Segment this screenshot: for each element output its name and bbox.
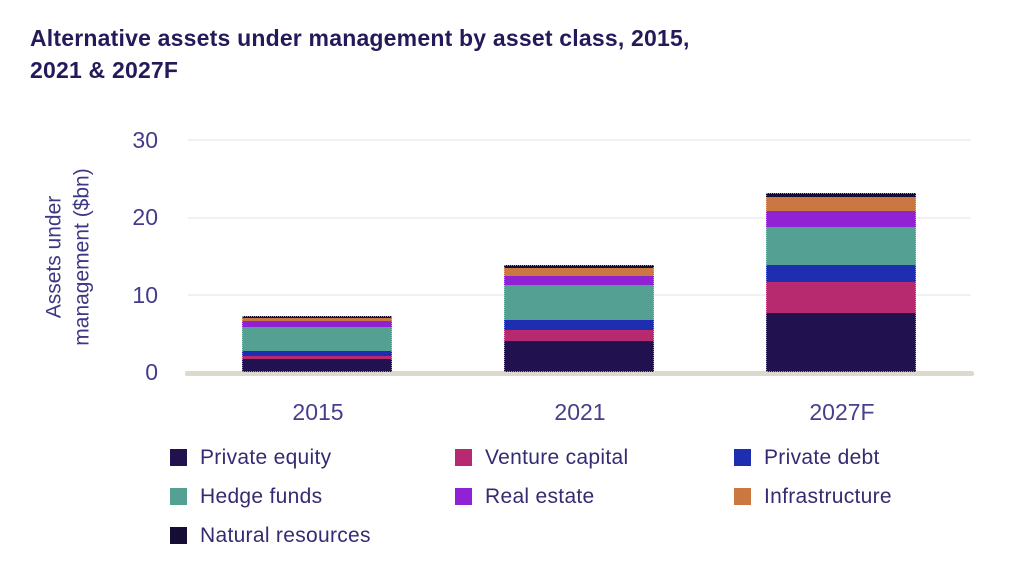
chart-title-line1: Alternative assets under management by a…	[30, 25, 690, 51]
private-equity-swatch-icon	[170, 449, 187, 466]
bar-segment-private-debt	[766, 265, 916, 283]
legend-item-private-equity: Private equity	[170, 445, 455, 469]
bar-segment-private-debt	[504, 320, 654, 331]
legend: Private equity Venture capital Private d…	[170, 445, 980, 547]
bar-segment-natural-resources	[766, 193, 916, 198]
x-label-2021: 2021	[554, 399, 606, 425]
legend-item-infrastructure: Infrastructure	[734, 484, 980, 508]
gridline-20	[188, 217, 971, 219]
natural-resources-swatch-icon	[170, 527, 187, 544]
legend-label-natural-resources: Natural resources	[200, 523, 371, 547]
bar-2027f	[766, 193, 916, 372]
y-axis-label-line2: management ($bn)	[71, 167, 94, 346]
bar-segment-real-estate	[242, 321, 392, 327]
chart-title-line2: 2021 & 2027F	[30, 57, 179, 83]
bar-segment-private-equity	[766, 313, 916, 372]
bar-segment-natural-resources	[504, 265, 654, 269]
x-axis-baseline	[185, 371, 974, 376]
legend-label-venture-capital: Venture capital	[485, 445, 629, 469]
legend-label-infrastructure: Infrastructure	[764, 484, 892, 508]
x-label-2027f: 2027F	[809, 399, 875, 425]
hedge-funds-swatch-icon	[170, 488, 187, 505]
bar-segment-venture-capital	[242, 355, 392, 359]
y-axis-label-line1: Assets under	[43, 195, 66, 318]
bar-segment-real-estate	[504, 276, 654, 286]
bar-segment-private-equity	[242, 358, 392, 372]
infrastructure-swatch-icon	[734, 488, 751, 505]
legend-item-private-debt: Private debt	[734, 445, 980, 469]
bar-segment-infrastructure	[766, 197, 916, 212]
gridline-30	[188, 139, 971, 141]
legend-label-hedge-funds: Hedge funds	[200, 484, 323, 508]
legend-label-private-debt: Private debt	[764, 445, 880, 469]
x-label-2015: 2015	[292, 399, 344, 425]
legend-item-natural-resources: Natural resources	[170, 523, 455, 547]
bar-2021	[504, 265, 654, 372]
bar-2015	[242, 315, 392, 372]
y-axis-label: Assets under management ($bn)	[41, 168, 97, 345]
y-tick-10: 10	[132, 282, 158, 308]
y-tick-0: 0	[145, 359, 158, 385]
bar-segment-hedge-funds	[242, 326, 392, 352]
bar-segment-venture-capital	[504, 330, 654, 342]
plot-area	[185, 139, 974, 376]
legend-item-hedge-funds: Hedge funds	[170, 484, 455, 508]
legend-item-real-estate: Real estate	[455, 484, 734, 508]
venture-capital-swatch-icon	[455, 449, 472, 466]
bar-segment-hedge-funds	[504, 285, 654, 321]
bar-segment-private-debt	[242, 351, 392, 356]
real-estate-swatch-icon	[455, 488, 472, 505]
bar-segment-venture-capital	[766, 282, 916, 314]
bar-segment-infrastructure	[242, 318, 392, 322]
y-axis-label-container: Assets under management ($bn)	[14, 140, 124, 373]
chart-title: Alternative assets under management by a…	[30, 22, 690, 86]
bar-segment-natural-resources	[242, 315, 392, 319]
bar-segment-infrastructure	[504, 268, 654, 277]
private-debt-swatch-icon	[734, 449, 751, 466]
legend-label-real-estate: Real estate	[485, 484, 595, 508]
y-tick-30: 30	[132, 127, 158, 153]
legend-label-private-equity: Private equity	[200, 445, 332, 469]
bar-segment-hedge-funds	[766, 226, 916, 266]
y-tick-20: 20	[132, 204, 158, 230]
bar-segment-private-equity	[504, 341, 654, 372]
bar-segment-real-estate	[766, 211, 916, 227]
legend-item-venture-capital: Venture capital	[455, 445, 734, 469]
